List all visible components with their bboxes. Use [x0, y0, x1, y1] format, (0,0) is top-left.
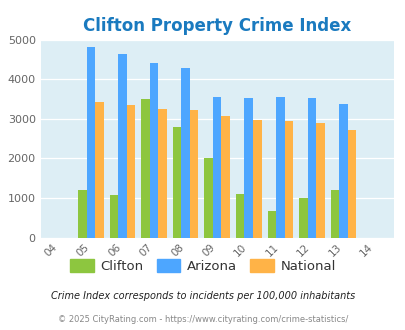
Legend: Clifton, Arizona, National: Clifton, Arizona, National	[64, 254, 341, 279]
Bar	[244, 98, 252, 238]
Bar	[307, 98, 315, 238]
Bar	[158, 109, 166, 238]
Bar	[330, 190, 338, 238]
Bar	[141, 99, 149, 238]
Text: © 2025 CityRating.com - https://www.cityrating.com/crime-statistics/: © 2025 CityRating.com - https://www.city…	[58, 315, 347, 324]
Bar	[221, 116, 229, 238]
Bar	[338, 104, 347, 238]
Bar	[87, 47, 95, 238]
Bar	[315, 123, 324, 238]
Bar	[95, 102, 104, 238]
Bar	[173, 127, 181, 238]
Bar	[298, 198, 307, 238]
Bar	[204, 158, 213, 238]
Bar	[235, 194, 244, 238]
Bar	[126, 105, 135, 238]
Bar	[118, 54, 126, 238]
Bar	[110, 195, 118, 238]
Bar	[78, 190, 87, 238]
Bar	[181, 68, 190, 238]
Bar	[275, 97, 284, 238]
Title: Clifton Property Crime Index: Clifton Property Crime Index	[83, 17, 350, 35]
Text: Crime Index corresponds to incidents per 100,000 inhabitants: Crime Index corresponds to incidents per…	[51, 291, 354, 301]
Bar	[347, 130, 355, 238]
Bar	[284, 121, 292, 238]
Bar	[190, 111, 198, 238]
Bar	[213, 97, 221, 238]
Bar	[267, 211, 275, 238]
Bar	[252, 120, 261, 238]
Bar	[149, 63, 158, 238]
